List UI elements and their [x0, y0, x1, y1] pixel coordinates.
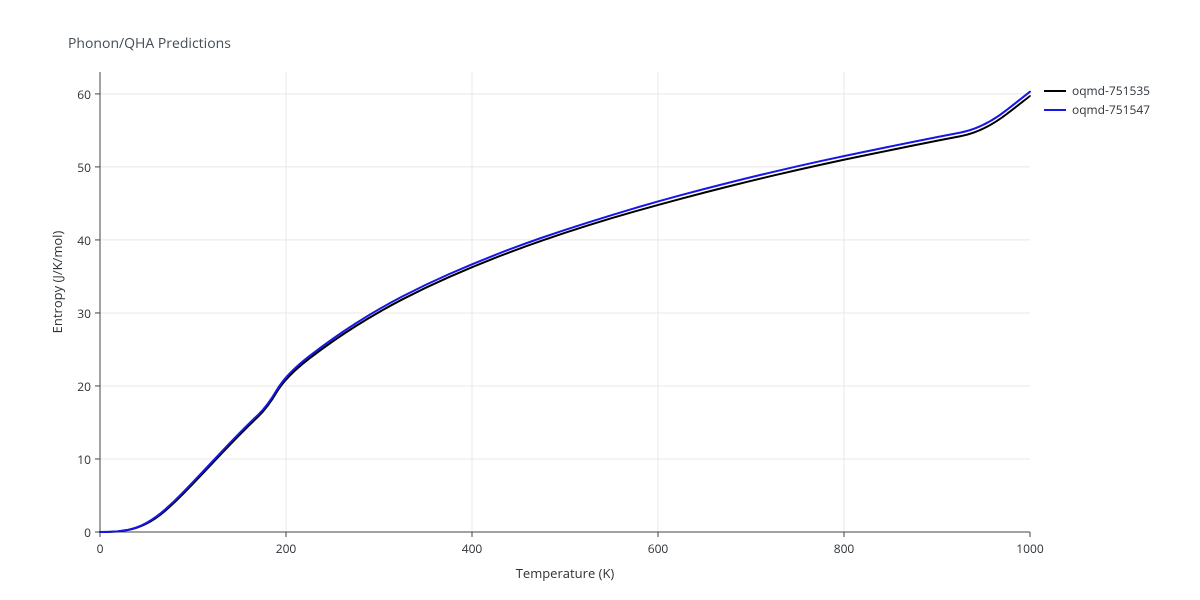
legend-swatch — [1044, 90, 1066, 92]
y-axis-label: Entropy (J/K/mol) — [48, 202, 66, 362]
legend-item[interactable]: oqmd-751547 — [1044, 101, 1150, 118]
x-tick-label: 800 — [819, 540, 869, 557]
y-tick-label: 40 — [77, 232, 91, 249]
y-tick-label: 10 — [77, 451, 91, 468]
x-tick-label: 200 — [261, 540, 311, 557]
y-tick-label: 50 — [77, 159, 91, 176]
x-axis-label: Temperature (K) — [485, 564, 645, 582]
legend-label: oqmd-751535 — [1072, 82, 1150, 99]
x-tick-label: 400 — [447, 540, 497, 557]
chart-canvas — [0, 0, 1200, 600]
series-line-1[interactable] — [100, 92, 1030, 532]
y-tick-label: 60 — [77, 86, 91, 103]
chart-title: Phonon/QHA Predictions — [68, 34, 231, 53]
legend: oqmd-751535 oqmd-751547 — [1044, 82, 1150, 120]
series-line-0[interactable] — [100, 96, 1030, 532]
x-tick-label: 1000 — [1005, 540, 1055, 557]
y-tick-label: 0 — [84, 524, 91, 541]
y-tick-label: 30 — [77, 305, 91, 322]
x-tick-label: 600 — [633, 540, 683, 557]
y-tick-label: 20 — [77, 378, 91, 395]
legend-item[interactable]: oqmd-751535 — [1044, 82, 1150, 99]
x-tick-label: 0 — [75, 540, 125, 557]
legend-label: oqmd-751547 — [1072, 101, 1150, 118]
legend-swatch — [1044, 109, 1066, 111]
